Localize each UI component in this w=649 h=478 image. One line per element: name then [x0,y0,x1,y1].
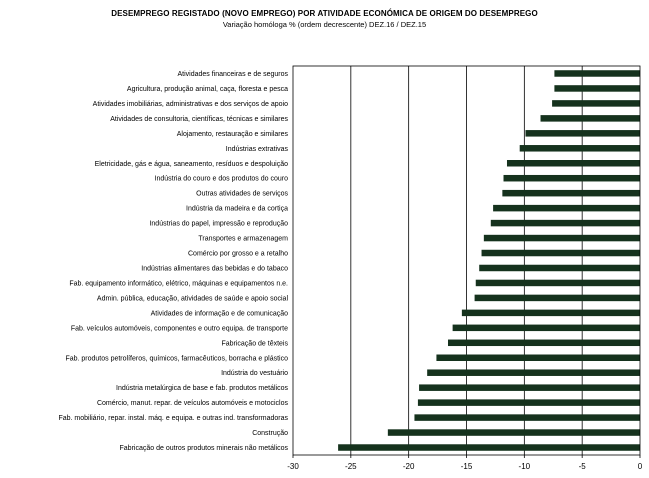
category-label: Admin. pública, educação, atividades de … [97,295,289,302]
category-label: Fab. produtos petrolíferos, químicos, fa… [65,355,288,362]
x-tick-label: -25 [345,462,357,471]
category-label: Eletricidade, gás e água, saneamento, re… [95,161,289,168]
chart-title: DESEMPREGO REGISTADO (NOVO EMPREGO) POR … [111,9,538,18]
bar [503,174,640,182]
bar [552,100,640,107]
bar [387,429,640,436]
category-label: Atividades de consultoria, científicas, … [110,116,288,123]
x-tick-label: -30 [287,462,299,471]
bar [417,399,640,406]
category-label: Indústria metalúrgica de base e fab. pro… [116,385,288,392]
category-label: Indústrias alimentares das bebidas e do … [141,265,288,272]
bar [414,414,640,421]
bar [452,324,640,332]
category-label: Atividades financeiras e de seguros [177,71,288,78]
category-label: Indústria do vestuário [221,370,288,377]
bar [461,309,640,317]
bar [502,189,640,197]
bar [483,234,640,242]
bar [475,279,640,287]
bar-series [338,70,640,451]
bar [479,264,640,272]
bar [554,70,640,77]
bar [519,145,640,152]
bar [474,294,640,302]
category-label: Comércio por grosso e a retalho [188,251,288,258]
bar [540,115,640,122]
category-label: Alojamento, restauração e similares [177,131,289,138]
category-label: Fab. mobiliário, repar. instal. máq. e e… [58,415,288,422]
category-label: Indústrias do papel, impressão e reprodu… [149,221,288,228]
bar [554,85,640,92]
bar [427,369,640,376]
category-label: Fabricação de têxteis [221,340,288,347]
bar [338,444,640,451]
bar [419,384,640,391]
category-label: Fab. equipamento informático, elétrico, … [69,280,288,287]
category-label: Agricultura, produção animal, caça, flor… [127,86,288,93]
category-label: Atividades de informação e de comunicaçã… [151,310,288,317]
category-label: Outras atividades de serviços [196,191,288,198]
x-tick-label: -20 [403,462,415,471]
gridlines [350,66,583,455]
category-label: Transportes e armazenagem [198,236,288,243]
x-tick-label: -5 [579,462,587,471]
category-label: Construção [252,430,288,437]
category-label: Fabricação de outros produtos minerais n… [120,445,289,452]
category-label: Fab. veículos automóveis, componentes e … [71,325,288,332]
category-label: Atividades imobiliárias, administrativas… [93,101,288,108]
category-label: Indústria da madeira e da cortiça [186,206,288,213]
category-label: Comércio, manut. repar. de veículos auto… [97,400,289,407]
bar [447,339,640,347]
plot-area-frame [292,65,641,456]
bar [506,160,640,167]
x-tick-label: -15 [461,462,473,471]
category-label: Indústria do couro e dos produtos do cou… [155,176,289,183]
bar [481,249,640,257]
x-tick-label: -10 [519,462,531,471]
x-axis: -30 -25 -20 -15 -10 -5 0 [287,65,643,471]
chart-subtitle: Variação homóloga % (ordem decrescente) … [222,20,427,29]
category-labels: Atividades financeiras e de seguros Agric… [58,71,288,452]
category-label: Indústrias extrativas [226,146,289,153]
x-tick-label: 0 [638,462,643,471]
bar [525,130,640,137]
bar [436,354,640,361]
bar [493,204,640,212]
bar [490,219,640,227]
